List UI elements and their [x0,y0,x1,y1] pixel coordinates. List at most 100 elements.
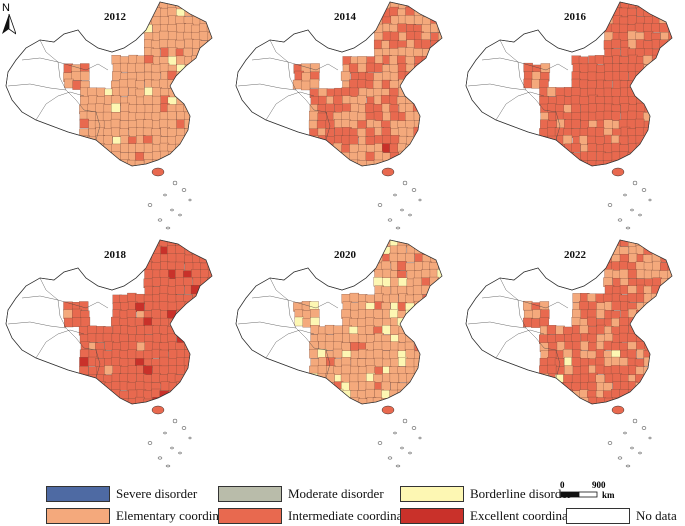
island [163,431,167,435]
city-cell [437,254,442,264]
city-cell [604,63,614,73]
city-cell [540,397,550,404]
city-cell [644,152,654,162]
city-cell [341,111,351,121]
city-cell [199,285,209,296]
city-cell [406,317,417,327]
city-cell [636,398,646,404]
city-cell [554,390,565,400]
city-cell [168,365,178,375]
year-label: 2018 [104,249,127,261]
legend-swatch [218,508,282,524]
city-cell [429,80,440,91]
city-cell [438,32,442,43]
city-cell [160,150,170,161]
city-cell [539,301,550,311]
map-panel-2020: 2020 [235,239,443,468]
city-cell [564,365,574,375]
city-cell [636,341,646,351]
city-cell [365,127,376,137]
country-border [235,239,443,405]
city-cell [357,63,368,73]
city-cell [310,317,320,327]
city-cell [167,301,178,312]
city-cell [539,128,549,138]
city-cell [660,358,670,368]
country-border [465,1,673,167]
city-cell [200,54,211,65]
city-cell [540,159,551,166]
city-cell [564,397,574,404]
city-cell [175,285,185,295]
city-cell [429,71,440,81]
city-cell [429,294,439,305]
city-cell [349,292,360,303]
city-cell [437,325,442,335]
city-cell [342,160,352,166]
city-cell [414,407,423,416]
city-cell [659,72,669,83]
city-cell [104,397,114,404]
city-cell [581,167,590,176]
city-cell [191,397,201,404]
city-cell [635,71,646,81]
island [395,464,401,468]
city-cell [144,87,154,97]
city-cell [390,111,400,122]
city-cell [438,88,442,98]
city-cell [422,397,432,404]
legend-item-elementary: Elementary coordinate [46,508,234,524]
city-cell [357,334,368,344]
island [648,436,652,440]
city-cell [659,2,670,11]
city-cell [635,317,645,327]
province-border [495,329,545,359]
city-cell [421,119,431,129]
city-cell [152,95,162,106]
city-cell [390,160,400,166]
legend-label: Borderline disorder [470,486,572,501]
island [632,180,638,186]
city-cell [652,342,662,352]
city-cell [80,406,89,415]
city-cell [430,285,440,296]
city-cell [546,87,557,97]
city-cell [208,143,212,154]
city-cell [208,152,212,162]
city-cell [668,23,672,33]
city-cell [102,111,113,122]
city-cell [548,406,557,415]
city-cell [437,389,442,399]
city-cell [421,358,431,368]
scale-end: 900 [592,480,606,490]
city-cell [413,240,423,247]
city-cell [523,309,534,320]
city-cell [421,269,431,279]
city-cell [128,341,138,351]
legend-item-severe: Severe disorder [46,486,197,502]
city-cell [660,168,669,177]
city-cell [373,318,384,328]
city-cell [159,2,169,9]
city-cell [183,310,194,320]
city-cell [405,103,415,113]
city-cell [413,310,424,320]
city-cell [192,127,202,138]
city-cell [199,2,209,9]
city-cell [350,103,360,113]
province-border [269,277,289,301]
island [607,441,613,445]
city-cell [412,285,423,295]
city-cell [650,158,661,166]
city-cell [183,325,193,335]
city-cell [135,152,145,162]
city-cell [659,365,669,375]
city-cell [660,278,670,288]
city-cell [651,253,662,263]
city-cell [652,128,662,139]
city-cell [389,55,399,65]
city-cell [660,374,670,384]
island [170,446,174,450]
province-border [481,295,533,305]
legend-swatch [218,486,282,502]
